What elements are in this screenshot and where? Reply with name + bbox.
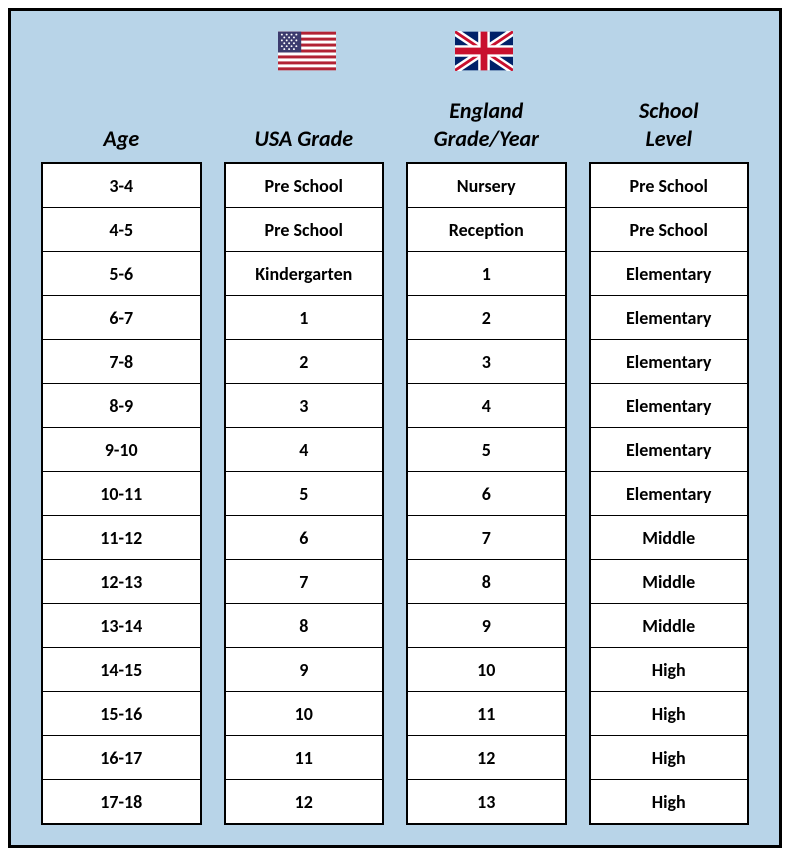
table-cell: Middle [591,516,748,560]
table-cell: High [591,780,748,823]
table-cell: 12 [226,780,383,823]
flag-col-uk [395,31,572,86]
table-cell: 5 [226,472,383,516]
table-cell: 9 [226,648,383,692]
table-cell: 6-7 [43,296,200,340]
table-cell: 13 [408,780,565,823]
table-cell: 10 [226,692,383,736]
table-cell: Nursery [408,164,565,208]
table-cell: 8-9 [43,384,200,428]
table-cell: High [591,648,748,692]
table-cell: 8 [408,560,565,604]
table-cell: 2 [226,340,383,384]
table-cell: 10-11 [43,472,200,516]
table-cell: 11 [226,736,383,780]
flag-spacer [41,31,218,86]
table-cell: 6 [408,472,565,516]
flag-spacer [572,31,749,86]
table-cell: 6 [226,516,383,560]
table-cell: 4 [226,428,383,472]
table-cell: 14-15 [43,648,200,692]
table-cell: 7 [408,516,565,560]
table-cell: 13-14 [43,604,200,648]
column-age: 3-44-55-66-77-88-99-1010-1111-1212-1313-… [41,162,202,825]
table-cell: 3 [408,340,565,384]
table-cell: 4 [408,384,565,428]
table-cell: Pre School [226,208,383,252]
table-cell: 3 [226,384,383,428]
header-line2: Grade/Year [434,125,539,154]
table-cell: 17-18 [43,780,200,823]
table-cell: 12 [408,736,565,780]
header-line1: School [639,97,699,126]
table-cell: Elementary [591,428,748,472]
table-cell: Elementary [591,252,748,296]
table-cell: Reception [408,208,565,252]
table-cell: 3-4 [43,164,200,208]
table-cell: High [591,736,748,780]
flags-row [41,31,749,86]
table-cell: Elementary [591,340,748,384]
table-cell: High [591,692,748,736]
header-line2: Level [646,125,692,154]
data-columns-row: 3-44-55-66-77-88-99-1010-1111-1212-1313-… [41,162,749,825]
table-cell: 8 [226,604,383,648]
table-cell: Kindergarten [226,252,383,296]
usa-flag-icon [278,31,336,71]
header-line2: USA Grade [254,125,353,154]
table-cell: 5-6 [43,252,200,296]
table-cell: 1 [226,296,383,340]
table-cell: Elementary [591,384,748,428]
headers-row: Age USA Grade England Grade/Year School … [41,96,749,154]
table-cell: Pre School [591,164,748,208]
uk-flag-icon [455,31,513,71]
table-cell: 9 [408,604,565,648]
table-cell: 1 [408,252,565,296]
table-cell: Middle [591,560,748,604]
table-cell: 11 [408,692,565,736]
table-cell: 16-17 [43,736,200,780]
header-age: Age [41,96,202,154]
table-cell: 10 [408,648,565,692]
table-cell: 4-5 [43,208,200,252]
table-cell: Pre School [591,208,748,252]
column-school-level: Pre SchoolPre SchoolElementaryElementary… [589,162,750,825]
comparison-table-frame: Age USA Grade England Grade/Year School … [8,8,782,848]
table-cell: Middle [591,604,748,648]
table-cell: 7 [226,560,383,604]
table-cell: Elementary [591,296,748,340]
table-cell: 12-13 [43,560,200,604]
column-usa-grade: Pre SchoolPre SchoolKindergarten12345678… [224,162,385,825]
header-line1: England [449,97,523,126]
header-usa-grade: USA Grade [224,96,385,154]
table-cell: 5 [408,428,565,472]
table-cell: 2 [408,296,565,340]
flag-col-usa [218,31,395,86]
table-cell: Elementary [591,472,748,516]
header-line2: Age [103,125,139,154]
table-cell: Pre School [226,164,383,208]
column-england-grade: NurseryReception12345678910111213 [406,162,567,825]
header-england-grade: England Grade/Year [406,96,567,154]
table-cell: 9-10 [43,428,200,472]
header-school-level: School Level [589,96,750,154]
table-cell: 11-12 [43,516,200,560]
table-cell: 15-16 [43,692,200,736]
table-cell: 7-8 [43,340,200,384]
